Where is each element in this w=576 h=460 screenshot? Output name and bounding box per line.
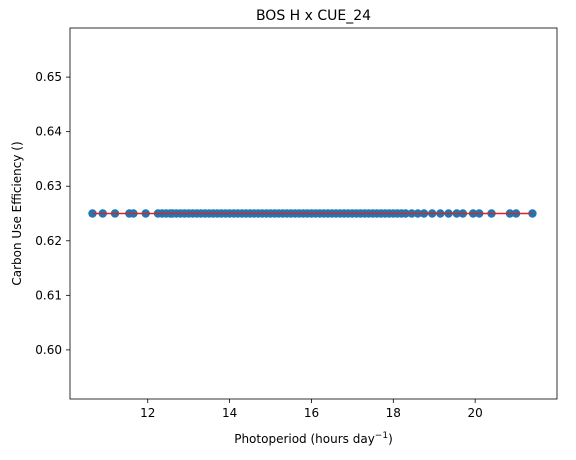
- x-tick-label: 18: [386, 406, 401, 420]
- x-tick-label: 14: [222, 406, 237, 420]
- y-tick-label: 0.62: [35, 234, 62, 248]
- y-tick-label: 0.61: [35, 288, 62, 302]
- chart-title: BOS H x CUE_24: [256, 8, 371, 24]
- y-tick-label: 0.65: [35, 70, 62, 84]
- x-tick-label: 12: [140, 406, 155, 420]
- y-axis-ticks: 0.60 0.61 0.62 0.63 0.64 0.65: [35, 70, 70, 357]
- axes-frame: [69, 27, 558, 400]
- x-tick-label: 16: [304, 406, 319, 420]
- x-axis-label: Photoperiod (hours day−1): [234, 431, 393, 446]
- y-tick-label: 0.60: [35, 343, 62, 357]
- x-axis-ticks: 12 14 16 18 20: [140, 399, 483, 420]
- y-axis-label: Carbon Use Efficiency (): [10, 141, 24, 285]
- x-axis-label-end: ): [388, 432, 393, 446]
- plot-area: [69, 27, 558, 400]
- x-axis-label-main: Photoperiod (hours day: [234, 432, 375, 446]
- x-tick-label: 20: [468, 406, 483, 420]
- x-axis-label-superscript: −1: [375, 431, 388, 441]
- y-tick-label: 0.63: [35, 179, 62, 193]
- y-tick-label: 0.64: [35, 125, 62, 139]
